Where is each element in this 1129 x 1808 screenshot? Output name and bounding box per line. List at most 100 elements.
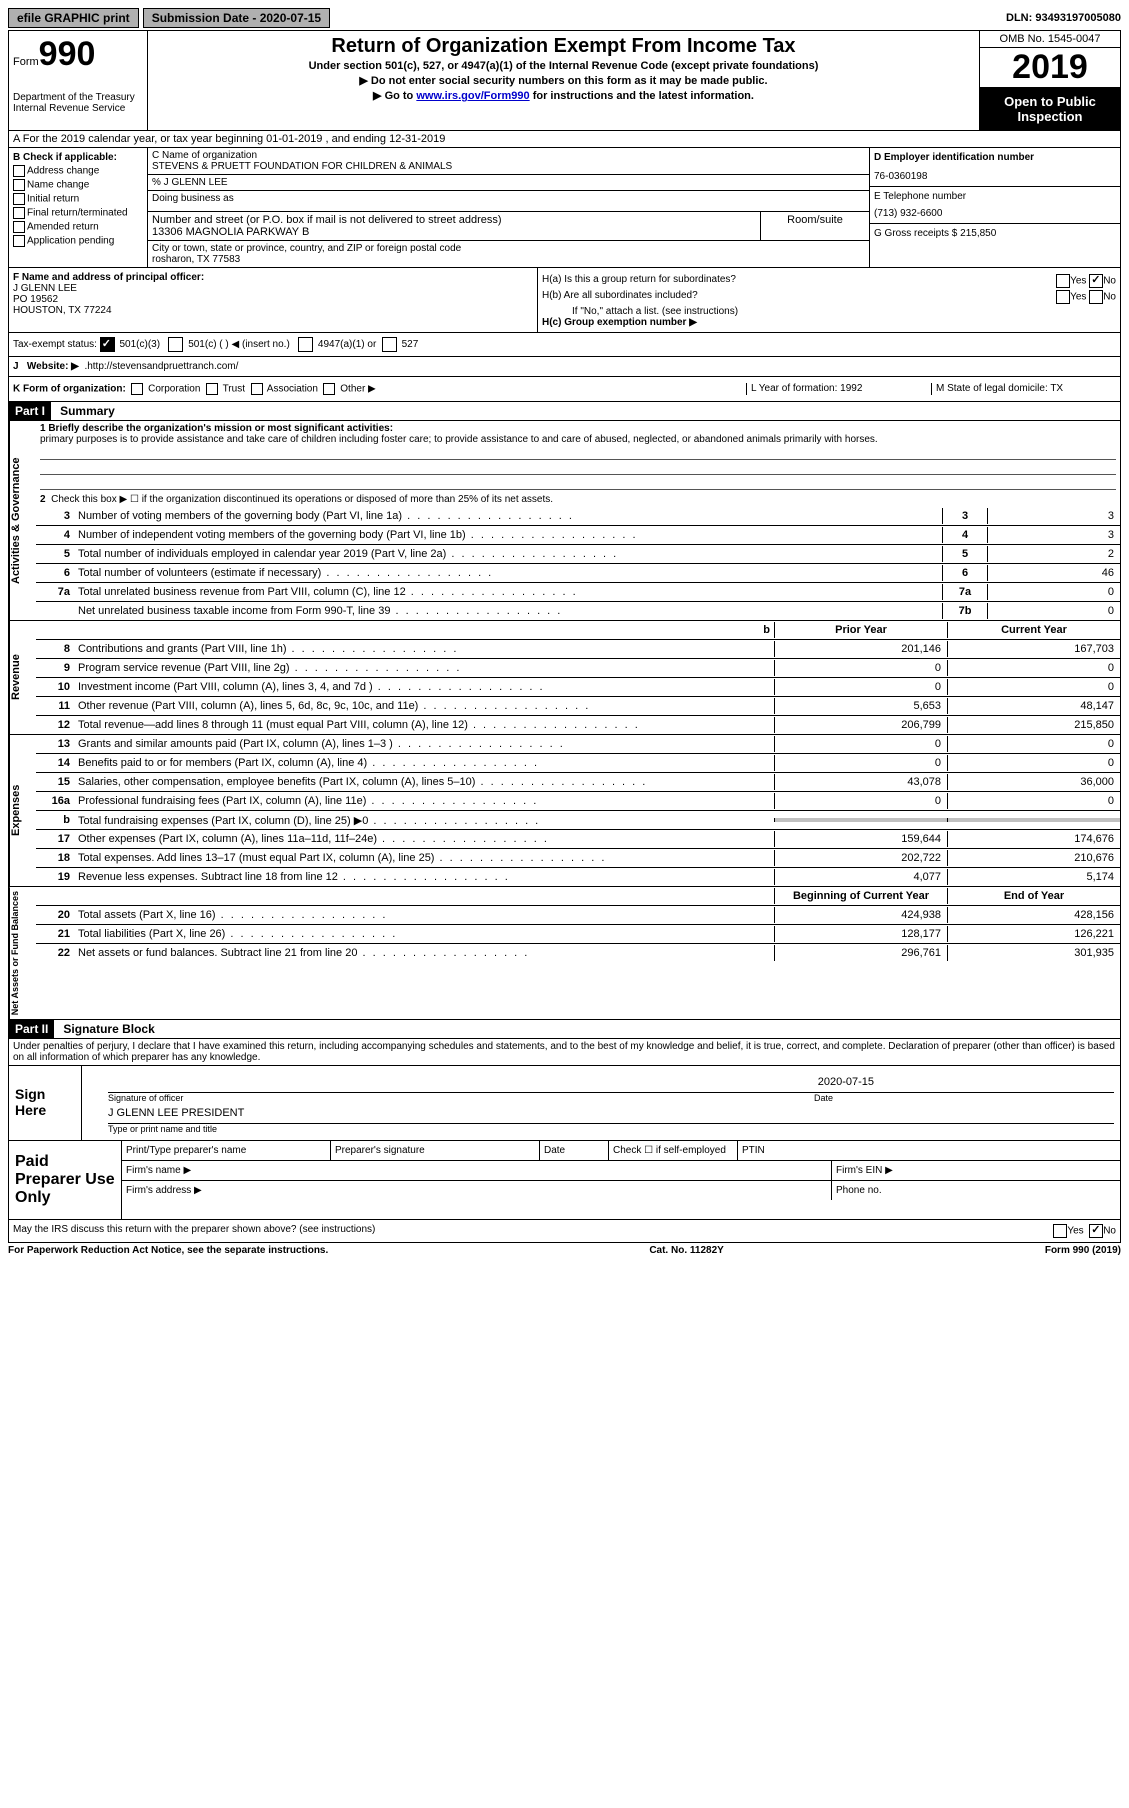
ha-yes-checkbox[interactable] bbox=[1056, 274, 1070, 288]
ha-no-checkbox[interactable] bbox=[1089, 274, 1103, 288]
website-row: J Website: ▶ .http://stevensandpruettran… bbox=[8, 357, 1121, 377]
officer-printed-name: J GLENN LEE PRESIDENT bbox=[108, 1107, 244, 1123]
checkbox-name-change[interactable] bbox=[13, 179, 25, 191]
preparer-label: Paid Preparer Use Only bbox=[9, 1141, 122, 1219]
checkbox-corporation[interactable] bbox=[131, 383, 143, 395]
check-b-label: B Check if applicable: bbox=[13, 152, 143, 163]
ein-value: 76-0360198 bbox=[874, 171, 1116, 182]
city-value: rosharon, TX 77583 bbox=[152, 254, 865, 265]
form-word: Form bbox=[13, 56, 39, 68]
preparer-self-employed: Check ☐ if self-employed bbox=[609, 1141, 738, 1160]
dba-label: Doing business as bbox=[148, 191, 869, 212]
form-header: Form 990 Department of the Treasury Inte… bbox=[8, 30, 1121, 131]
hb-note: If "No," attach a list. (see instruction… bbox=[572, 306, 1116, 317]
org-c-label: C Name of organization bbox=[152, 150, 865, 161]
discuss-yes: Yes bbox=[1067, 1226, 1083, 1237]
checkbox-501c3[interactable] bbox=[100, 337, 115, 352]
sign-here-label: Sign Here bbox=[9, 1066, 82, 1140]
checkbox-final-return[interactable] bbox=[13, 207, 25, 219]
irs-link[interactable]: www.irs.gov/Form990 bbox=[416, 90, 529, 102]
room-suite-label: Room/suite bbox=[761, 212, 869, 240]
part-ii-title: Signature Block bbox=[63, 1022, 154, 1036]
checkbox-501c[interactable] bbox=[168, 337, 183, 352]
vert-label-revenue: Revenue bbox=[9, 621, 36, 734]
hb-label: H(b) Are all subordinates included? bbox=[542, 290, 698, 304]
hb-no-checkbox[interactable] bbox=[1089, 290, 1103, 304]
checkbox-initial-return[interactable] bbox=[13, 193, 25, 205]
row-a-tax-year: A For the 2019 calendar year, or tax yea… bbox=[8, 131, 1121, 148]
opt-other: Other ▶ bbox=[340, 384, 375, 395]
activities-governance-section: Activities & Governance 1 Briefly descri… bbox=[8, 421, 1121, 621]
cat-no: Cat. No. 11282Y bbox=[649, 1245, 723, 1256]
hc-label: H(c) Group exemption number ▶ bbox=[542, 317, 1116, 328]
org-name: STEVENS & PRUETT FOUNDATION FOR CHILDREN… bbox=[152, 161, 865, 172]
care-of: % J GLENN LEE bbox=[148, 175, 869, 191]
discuss-yes-checkbox[interactable] bbox=[1053, 1224, 1067, 1238]
website-j: J bbox=[13, 361, 19, 372]
vert-label-net-assets: Net Assets or Fund Balances bbox=[9, 887, 36, 1019]
check-name-change: Name change bbox=[27, 180, 89, 191]
vert-label-activities: Activities & Governance bbox=[9, 421, 36, 620]
checkbox-other[interactable] bbox=[323, 383, 335, 395]
department-label: Department of the Treasury Internal Reve… bbox=[13, 92, 143, 114]
current-year-header: Current Year bbox=[947, 622, 1120, 638]
checkbox-4947[interactable] bbox=[298, 337, 313, 352]
phone-value: (713) 932-6600 bbox=[874, 208, 1116, 219]
opt-501c3: 501(c)(3) bbox=[119, 339, 160, 350]
table-row: 15Salaries, other compensation, employee… bbox=[36, 773, 1120, 792]
opt-527: 527 bbox=[402, 339, 419, 350]
vert-label-expenses: Expenses bbox=[9, 735, 36, 886]
dln-label: DLN: 93493197005080 bbox=[1006, 12, 1121, 24]
checkbox-association[interactable] bbox=[251, 383, 263, 395]
sign-date: 2020-07-15 bbox=[818, 1076, 874, 1092]
efile-button[interactable]: efile GRAPHIC print bbox=[8, 8, 139, 28]
line1-label: 1 Briefly describe the organization's mi… bbox=[40, 423, 393, 434]
table-row: 8Contributions and grants (Part VIII, li… bbox=[36, 640, 1120, 659]
checkbox-trust[interactable] bbox=[206, 383, 218, 395]
year-formation: L Year of formation: 1992 bbox=[746, 383, 931, 395]
main-title: Return of Organization Exempt From Incom… bbox=[152, 35, 975, 58]
table-row: 9Program service revenue (Part VIII, lin… bbox=[36, 659, 1120, 678]
line2-text: Check this box ▶ ☐ if the organization d… bbox=[51, 494, 553, 505]
phone-label: E Telephone number bbox=[874, 191, 1116, 202]
checkbox-527[interactable] bbox=[382, 337, 397, 352]
opt-corporation: Corporation bbox=[148, 384, 200, 395]
check-initial-return: Initial return bbox=[27, 194, 79, 205]
preparer-date-hdr: Date bbox=[540, 1141, 609, 1160]
preparer-sig-hdr: Preparer's signature bbox=[331, 1141, 540, 1160]
discuss-no-checkbox[interactable] bbox=[1089, 1224, 1103, 1238]
instruction-line-2: ▶ Go to www.irs.gov/Form990 for instruct… bbox=[152, 89, 975, 102]
submission-date-button[interactable]: Submission Date - 2020-07-15 bbox=[143, 8, 330, 28]
open-to-public: Open to Public Inspection bbox=[980, 88, 1120, 130]
table-row: 18Total expenses. Add lines 13–17 (must … bbox=[36, 849, 1120, 868]
k-label: K Form of organization: bbox=[13, 384, 126, 395]
goto-suffix: for instructions and the latest informat… bbox=[533, 90, 754, 102]
instruction-line-1: ▶ Do not enter social security numbers o… bbox=[152, 74, 975, 87]
ha-no: No bbox=[1103, 276, 1116, 287]
top-bar: efile GRAPHIC print Submission Date - 20… bbox=[8, 8, 1121, 28]
k-org-row: K Form of organization: Corporation Trus… bbox=[8, 377, 1121, 402]
hb-yes-checkbox[interactable] bbox=[1056, 290, 1070, 304]
preparer-ptin-hdr: PTIN bbox=[738, 1141, 1120, 1160]
checkbox-amended[interactable] bbox=[13, 221, 25, 233]
table-row: 3Number of voting members of the governi… bbox=[36, 507, 1120, 526]
discuss-no: No bbox=[1103, 1226, 1116, 1237]
paperwork-notice: For Paperwork Reduction Act Notice, see … bbox=[8, 1245, 328, 1256]
table-row: 16aProfessional fundraising fees (Part I… bbox=[36, 792, 1120, 811]
checkbox-address-change[interactable] bbox=[13, 165, 25, 177]
opt-association: Association bbox=[267, 384, 318, 395]
discuss-text: May the IRS discuss this return with the… bbox=[13, 1224, 375, 1238]
prior-year-header: Prior Year bbox=[774, 622, 947, 638]
sig-officer-caption: Signature of officer bbox=[108, 1093, 794, 1103]
table-row: 13Grants and similar amounts paid (Part … bbox=[36, 735, 1120, 754]
checkbox-app-pending[interactable] bbox=[13, 235, 25, 247]
ein-label: D Employer identification number bbox=[874, 152, 1116, 163]
officer-name: J GLENN LEE bbox=[13, 283, 533, 294]
officer-city: HOUSTON, TX 77224 bbox=[13, 305, 533, 316]
signature-section: Under penalties of perjury, I declare th… bbox=[8, 1039, 1121, 1141]
firm-ein-label: Firm's EIN ▶ bbox=[832, 1161, 1120, 1180]
table-row: bTotal fundraising expenses (Part IX, co… bbox=[36, 811, 1120, 830]
check-app-pending: Application pending bbox=[27, 236, 114, 247]
city-label: City or town, state or province, country… bbox=[152, 243, 865, 254]
mission-text: primary purposes is to provide assistanc… bbox=[40, 434, 878, 445]
